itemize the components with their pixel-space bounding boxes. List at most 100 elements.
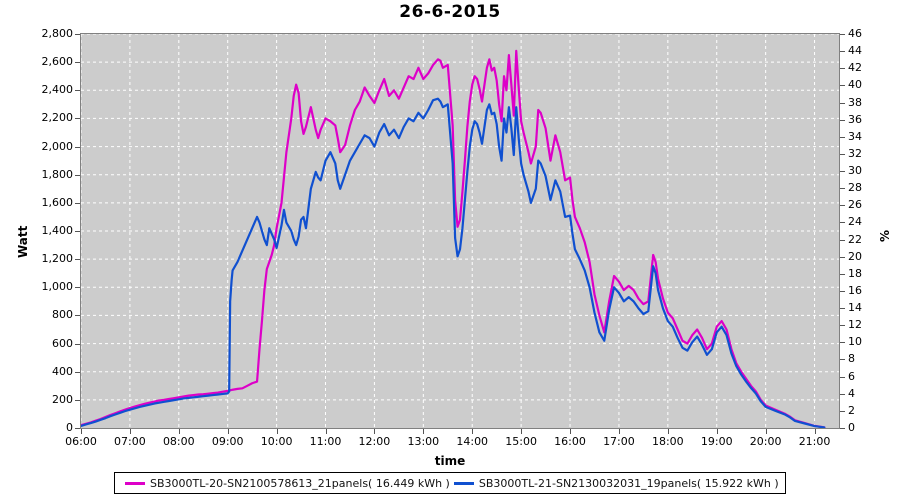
y-tick-mark [75,371,80,373]
x-tick-mark [716,429,718,434]
y-tick-mark [75,202,80,204]
y2-tick-mark [840,410,845,412]
y2-tick-mark [840,222,845,224]
y-axis-title: Watt [16,225,30,258]
x-tick-label: 17:00 [603,435,635,448]
y2-tick-label: 4 [848,386,855,400]
x-tick-label: 12:00 [358,435,391,448]
y2-tick-label: 2 [848,403,855,417]
x-tick-label: 19:00 [700,435,733,448]
y2-tick-label: 20 [848,249,862,263]
y2-tick-mark [840,68,845,70]
y2-tick-label: 34 [848,129,862,143]
x-tick-label: 13:00 [407,435,440,448]
y2-tick-mark [840,119,845,121]
y2-tick-label: 32 [848,146,862,160]
y2-tick-label: 8 [848,352,855,366]
y-tick-label: 0 [66,421,73,434]
x-tick-label: 20:00 [749,435,782,448]
y2-tick-mark [840,376,845,378]
y2-tick-label: 42 [848,61,862,75]
y-tick-label: 2,400 [41,83,74,97]
y-tick-mark [75,90,80,92]
y-tick-mark [75,62,80,64]
legend-color-swatch [453,481,474,485]
y2-tick-mark [840,325,845,327]
x-tick-mark [570,429,572,434]
x-tick-mark [618,429,620,434]
x-tick-label: 16:00 [554,435,586,448]
y2-tick-label: 16 [848,283,862,297]
y2-axis-title: % [878,229,892,242]
legend-entry[interactable]: SB3000TL-20-SN2100578613_21panels( 16.44… [121,477,450,490]
y-tick-mark [75,118,80,120]
y2-tick-label: 24 [848,215,862,229]
x-tick-label: 21:00 [798,435,831,448]
x-tick-mark [227,429,229,434]
x-tick-label: 15:00 [505,435,537,448]
x-tick-mark [423,429,425,434]
y2-tick-label: 26 [848,198,862,212]
y2-tick-mark [840,34,845,35]
y2-tick-mark [840,188,845,190]
x-tick-mark [374,429,376,434]
y-tick-mark [75,428,80,429]
y-tick-label: 1,000 [41,280,74,294]
plot-canvas [81,34,839,428]
y2-tick-mark [840,102,845,104]
y2-tick-mark [840,359,845,361]
chart-title: 26-6-2015 [399,2,501,22]
y-tick-label: 1,600 [41,195,74,209]
x-tick-mark [472,429,474,434]
x-tick-label: 11:00 [309,435,342,448]
y2-tick-label: 38 [848,95,862,109]
y2-tick-mark [840,136,845,138]
y-tick-mark [75,259,80,261]
x-tick-label: 14:00 [456,435,489,448]
y-tick-label: 600 [52,336,73,350]
y2-tick-label: 12 [848,318,862,332]
y2-tick-mark [840,393,845,395]
y2-tick-label: 18 [848,266,862,280]
y2-tick-mark [840,342,845,344]
y-tick-label: 2,000 [41,139,74,153]
y-tick-mark [75,343,80,345]
y2-tick-label: 46 [848,27,862,40]
y-tick-mark [75,315,80,317]
y2-tick-label: 44 [848,44,862,58]
y2-tick-mark [840,205,845,207]
y2-tick-label: 36 [848,112,862,126]
y2-tick-mark [840,171,845,173]
y-tick-label: 1,800 [41,167,74,181]
y-tick-label: 2,200 [41,111,74,125]
legend-color-swatch [125,481,145,485]
y-tick-mark [75,174,80,176]
y2-tick-mark [840,85,845,87]
y-tick-label: 1,200 [41,252,74,266]
y-tick-mark [75,399,80,401]
y2-tick-label: 30 [848,164,862,178]
x-tick-mark [276,429,278,434]
x-tick-label: 10:00 [260,435,293,448]
y2-tick-label: 0 [848,421,855,434]
legend-entry[interactable]: SB3000TL-21-SN2130032031_19panels( 15.92… [450,477,779,490]
x-axis-title: time [434,454,466,468]
y2-tick-mark [840,428,845,429]
x-tick-mark [325,429,327,434]
x-tick-label: 09:00 [211,435,244,448]
y-tick-label: 400 [52,364,73,378]
y-tick-mark [75,146,80,148]
y2-tick-mark [840,256,845,258]
y-tick-label: 2,600 [41,55,74,69]
x-tick-mark [814,429,816,434]
y-tick-label: 800 [52,308,73,322]
y-tick-label: 1,400 [41,224,74,237]
y-tick-label: 200 [52,392,73,406]
y2-tick-mark [840,51,845,53]
y2-tick-mark [840,273,845,275]
legend-label: SB3000TL-20-SN2100578613_21panels( 16.44… [150,476,450,490]
y2-tick-mark [840,239,845,241]
y-tick-mark [75,287,80,289]
x-tick-label: 07:00 [114,435,146,448]
